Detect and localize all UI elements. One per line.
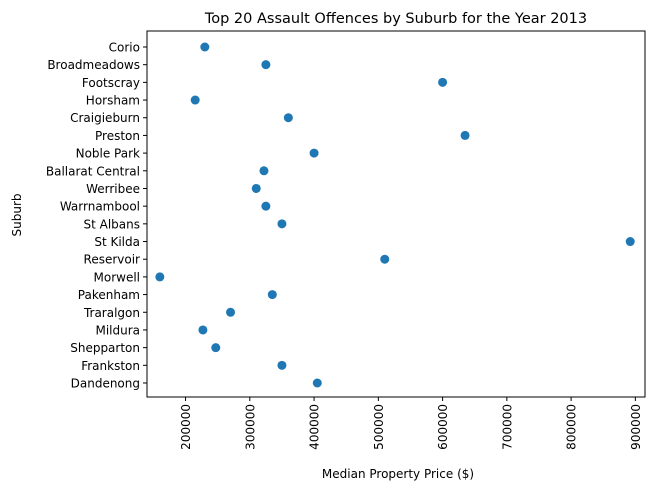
y-tick-label: Corio xyxy=(109,41,140,55)
data-point xyxy=(438,77,448,87)
x-tick-label: 300000 xyxy=(243,404,257,450)
y-axis-label: Suburb xyxy=(10,194,24,237)
x-tick-label: 200000 xyxy=(179,404,193,450)
data-point xyxy=(259,166,269,176)
data-point xyxy=(155,272,165,282)
y-tick-label: Warrnambool xyxy=(60,200,140,214)
data-point xyxy=(211,343,221,353)
data-point xyxy=(277,219,287,229)
data-point xyxy=(380,254,390,264)
data-point xyxy=(200,42,210,52)
x-tick-label: 800000 xyxy=(565,404,579,450)
data-point xyxy=(460,130,470,140)
y-tick-label: Mildura xyxy=(95,323,140,337)
data-point xyxy=(226,307,236,317)
y-tick-label: Footscray xyxy=(82,76,140,90)
y-tick-label: St Kilda xyxy=(94,235,140,249)
plot-area: Corio Broadmeadows Footscray Horsham Craigie… xyxy=(46,30,646,450)
data-point xyxy=(198,325,208,335)
data-point xyxy=(309,148,319,158)
y-tick-label: Ballarat Central xyxy=(46,164,140,178)
y-tick-label: Frankston xyxy=(81,359,140,373)
plot-frame xyxy=(146,30,646,398)
y-tick-label: Broadmeadows xyxy=(47,58,140,72)
y-tick-label: Horsham xyxy=(86,94,140,108)
y-tick-label: Craigieburn xyxy=(70,111,140,125)
x-tick-label: 900000 xyxy=(629,404,643,450)
y-tick-label: Preston xyxy=(95,129,140,143)
data-point xyxy=(261,201,271,211)
y-tick-label: Reservoir xyxy=(84,253,141,267)
data-point xyxy=(251,183,261,193)
x-tick-label: 700000 xyxy=(500,404,514,450)
x-tick-label: 600000 xyxy=(436,404,450,450)
x-tick-label: 400000 xyxy=(308,404,322,450)
y-tick-label: Morwell xyxy=(94,270,141,284)
x-axis-label: Median Property Price ($) xyxy=(322,467,474,481)
data-point xyxy=(312,378,322,388)
data-point xyxy=(283,113,293,123)
data-point xyxy=(625,237,635,247)
data-point xyxy=(277,360,287,370)
x-tick-label: 500000 xyxy=(372,404,386,450)
data-point xyxy=(267,290,277,300)
y-tick-label: Werribee xyxy=(86,182,140,196)
y-tick-label: Noble Park xyxy=(76,147,140,161)
data-point xyxy=(261,60,271,70)
y-tick-label: Traralgon xyxy=(83,306,140,320)
y-tick-label: St Albans xyxy=(83,217,140,231)
chart-title: Top 20 Assault Offences by Suburb for th… xyxy=(204,11,587,27)
y-tick-label: Shepparton xyxy=(70,341,140,355)
data-point xyxy=(190,95,200,105)
y-tick-label: Dandenong xyxy=(71,377,140,391)
y-tick-label: Pakenham xyxy=(78,288,140,302)
